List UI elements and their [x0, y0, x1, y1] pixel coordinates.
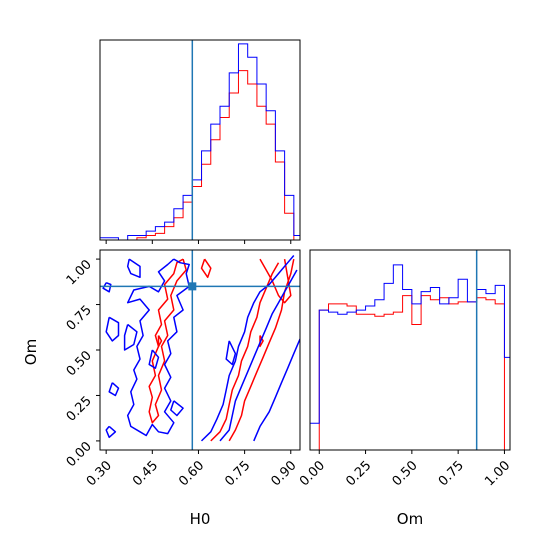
om-y-tick-label-0: 0.00 — [64, 439, 95, 470]
om-y-tick-label-4: 1.00 — [64, 257, 95, 288]
contour-red-1 — [200, 258, 212, 279]
h0-tick-label-2: 0.60 — [176, 458, 207, 489]
contour-blue-12 — [225, 340, 237, 366]
h0-hist-red-series — [100, 70, 300, 241]
om-tick-label-2: 0.50 — [390, 458, 421, 489]
h0-tick-label-0: 0.30 — [84, 458, 115, 489]
contour-lines — [102, 255, 300, 442]
om-axis-label: Om — [397, 510, 423, 528]
om-tick-label-4: 1.00 — [482, 458, 513, 489]
h0-hist-frame — [99, 39, 301, 241]
contour-blue-6 — [108, 382, 120, 397]
h0-histogram-panel — [99, 39, 301, 244]
contour-blue-5 — [148, 349, 160, 369]
h0-axis-label: H0 — [190, 510, 211, 528]
om-hist-blue-series — [309, 264, 511, 450]
contour-red-4 — [259, 258, 292, 304]
contour-blue-10 — [219, 269, 298, 442]
contour-red-0 — [148, 258, 187, 424]
contour-blue-3 — [123, 323, 138, 351]
om-tick-label-3: 0.75 — [436, 458, 467, 489]
om-histogram-panel: 0.00 0.25 0.50 0.75 1.00 — [297, 249, 513, 489]
contour-blue-9 — [200, 255, 295, 442]
om-hist-red-series — [310, 295, 510, 451]
om-y-axis-label: Om — [22, 339, 40, 365]
contour-blue-11 — [253, 338, 300, 442]
contour-red-6 — [157, 335, 163, 348]
om-hist-frame — [309, 249, 511, 451]
h0-hist-blue-series — [99, 43, 301, 241]
h0-tick-label-4: 0.90 — [269, 458, 300, 489]
h0-om-contour-panel: 0.30 0.45 0.60 0.75 0.90 0.00 0.25 0.50 0.75 1.00 — [64, 249, 301, 489]
contour-blue-7 — [170, 400, 184, 417]
contour-blue-4 — [105, 316, 120, 342]
h0-tick-label-1: 0.45 — [130, 458, 161, 489]
om-y-tick-label-3: 0.75 — [64, 303, 95, 334]
om-tick-label-0: 0.00 — [297, 458, 328, 489]
h0-tick-label-3: 0.75 — [222, 458, 253, 489]
contour-blue-1 — [102, 282, 112, 293]
contour-truth-marker — [188, 282, 197, 291]
om-y-tick-label-2: 0.50 — [64, 348, 95, 379]
om-tick-label-1: 0.25 — [343, 458, 374, 489]
contour-blue-0 — [126, 258, 141, 279]
contour-blue-8 — [105, 425, 117, 439]
contour-blue-2 — [126, 258, 190, 437]
om-y-tick-label-1: 0.25 — [64, 394, 95, 425]
contour-red-2 — [210, 262, 280, 442]
